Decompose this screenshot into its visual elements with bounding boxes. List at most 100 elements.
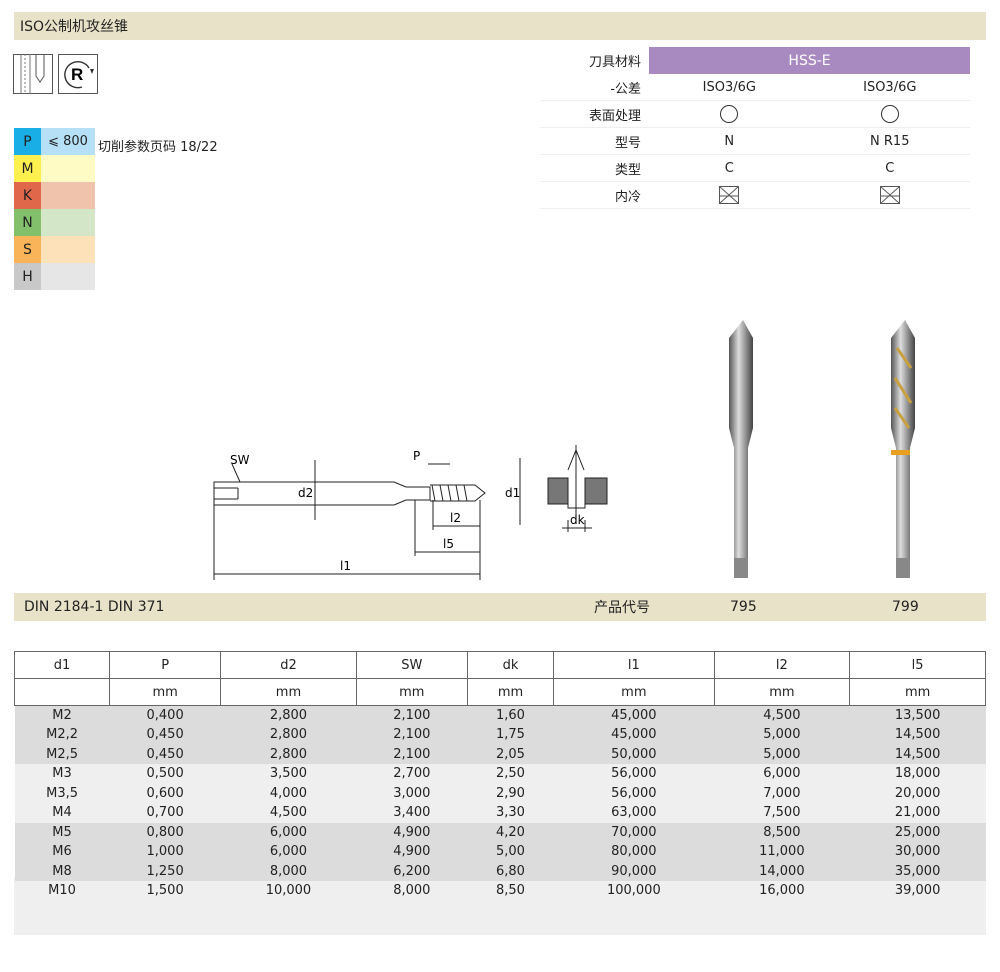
table-cell: 25,000 bbox=[849, 822, 986, 842]
table-row: M4 0,700 4,500 3,400 3,30 63,000 7,500 21,000 bbox=[14, 803, 986, 823]
spec-value: ISO3/6G bbox=[810, 80, 970, 95]
material-value bbox=[41, 155, 95, 182]
table-cell: M10 bbox=[14, 881, 110, 901]
spec-value bbox=[649, 105, 809, 123]
spec-row: 表面处理 bbox=[540, 101, 970, 128]
spec-text: N bbox=[724, 133, 735, 149]
material-row-M: M bbox=[14, 155, 95, 182]
table-row: M3 0,500 3,500 2,700 2,50 56,000 6,000 18,000 bbox=[14, 764, 986, 784]
table-cell: M2,2 bbox=[14, 725, 110, 745]
table-row: M2,5 0,450 2,800 2,100 2,05 50,000 5,000 14,500 bbox=[14, 744, 986, 764]
column-headers: d2 bbox=[220, 651, 357, 679]
spec-text: N R15 bbox=[870, 133, 910, 149]
spec-label: 表面处理 bbox=[589, 108, 642, 124]
table-cell: 14,500 bbox=[849, 744, 986, 764]
table-cell: 4,900 bbox=[356, 822, 468, 842]
tap-product-images bbox=[729, 320, 915, 578]
table-row: M2,2 0,450 2,800 2,100 1,75 45,000 5,000 14,500 bbox=[14, 725, 986, 745]
table-cell: 16,000 bbox=[714, 881, 850, 901]
table-cell: 14,500 bbox=[849, 725, 986, 745]
material-code: N bbox=[14, 209, 41, 236]
table-cell: M2 bbox=[14, 705, 110, 725]
material-value: ⩽ 800 bbox=[41, 128, 95, 155]
column-headers: SW bbox=[355, 651, 468, 679]
spec-value: ISO3/6G bbox=[649, 80, 809, 95]
table-cell: 6,000 bbox=[714, 764, 850, 784]
table-cell: 2,90 bbox=[467, 783, 554, 803]
table-cell: 5,000 bbox=[714, 725, 850, 745]
material-row-H: H bbox=[14, 263, 95, 290]
material-value bbox=[41, 236, 95, 263]
table-cell: 2,05 bbox=[467, 744, 554, 764]
spec-text: C bbox=[885, 160, 895, 176]
table-cell: 11,000 bbox=[714, 842, 850, 862]
table-cell: 13,500 bbox=[849, 705, 986, 725]
column-headers: l5 bbox=[849, 651, 986, 679]
table-cell: M4 bbox=[14, 803, 110, 823]
spec-text: ISO3/6G bbox=[702, 79, 756, 95]
table-cell: 8,50 bbox=[467, 881, 554, 901]
table-row: M5 0,800 6,000 4,900 4,20 70,000 8,500 25,000 bbox=[14, 822, 986, 842]
header-row-units: mm mm mm mm mm mm mm bbox=[13, 678, 986, 706]
column-units: mm bbox=[466, 678, 555, 706]
table-cell: 0,450 bbox=[109, 725, 221, 745]
table-cell: 10,000 bbox=[220, 881, 357, 901]
product-code-795: 795 bbox=[730, 599, 757, 615]
table-cell: 0,800 bbox=[109, 822, 221, 842]
tap-799-image bbox=[891, 320, 915, 578]
footer-bar: DIN 2184-1 DIN 371 产品代号 795 799 bbox=[14, 593, 986, 621]
d2-label: d2 bbox=[298, 486, 313, 500]
table-cell: 45,000 bbox=[553, 725, 715, 745]
table-cell: 2,700 bbox=[356, 764, 468, 784]
bright-finish-circle-icon bbox=[720, 105, 739, 123]
table-cell: 50,000 bbox=[553, 744, 715, 764]
table-cell: 6,80 bbox=[467, 861, 554, 881]
svg-text:R: R bbox=[71, 65, 83, 84]
table-cell: 3,400 bbox=[356, 803, 468, 823]
table-cell: 0,700 bbox=[109, 803, 221, 823]
spec-value: N bbox=[649, 134, 809, 149]
material-row-K: K bbox=[14, 182, 95, 209]
p-label: P bbox=[413, 449, 420, 463]
table-cell: 2,100 bbox=[356, 725, 468, 745]
l2-label: l2 bbox=[450, 511, 461, 525]
table-cell: 2,800 bbox=[220, 744, 357, 764]
table-row: M10 1,500 10,000 8,000 8,50 100,000 16,000 39,0… bbox=[14, 881, 986, 901]
material-code: K bbox=[14, 182, 41, 209]
table-cell: 14,000 bbox=[714, 861, 850, 881]
table-cell: M3 bbox=[14, 764, 110, 784]
spec-text: C bbox=[724, 160, 734, 176]
table-cell: 1,000 bbox=[109, 842, 221, 862]
column-units: mm bbox=[355, 678, 468, 706]
table-cell: 20,000 bbox=[849, 783, 986, 803]
table-cell: 2,100 bbox=[356, 744, 468, 764]
column-units: mm bbox=[849, 678, 986, 706]
table-cell: 5,00 bbox=[467, 842, 554, 862]
table-cell: M5 bbox=[14, 822, 110, 842]
spec-text: ISO3/6G bbox=[863, 79, 917, 95]
table-cell: 0,600 bbox=[109, 783, 221, 803]
column-headers: P bbox=[109, 651, 222, 679]
table-row: M2 0,400 2,800 2,100 1,60 45,000 4,500 13,500 bbox=[14, 705, 986, 725]
column-units: mm bbox=[109, 678, 222, 706]
table-cell: 56,000 bbox=[553, 764, 715, 784]
table-cell: 7,500 bbox=[714, 803, 850, 823]
cutting-parameter-reference: 切削参数页码 18/22 bbox=[98, 140, 218, 155]
spec-row: 内冷 bbox=[540, 182, 970, 209]
tap-795-image bbox=[729, 320, 753, 578]
table-cell: 1,75 bbox=[467, 725, 554, 745]
l5-label: l5 bbox=[443, 537, 454, 551]
spec-value bbox=[649, 186, 809, 204]
tap-dimension-drawing: SW P d2 d1 l2 l5 l1 dk bbox=[213, 445, 608, 580]
table-cell: 4,900 bbox=[356, 842, 468, 862]
material-code: P bbox=[14, 128, 41, 155]
table-cell: 8,000 bbox=[220, 861, 357, 881]
spec-row: -公差 ISO3/6G ISO3/6G bbox=[540, 74, 970, 101]
product-code-label: 产品代号 bbox=[594, 600, 650, 616]
table-cell: 1,500 bbox=[109, 881, 221, 901]
table-cell: 1,60 bbox=[467, 705, 554, 725]
material-row-S: S bbox=[14, 236, 95, 263]
tool-material-label: 刀具材料 bbox=[589, 55, 642, 70]
material-code: S bbox=[14, 236, 41, 263]
